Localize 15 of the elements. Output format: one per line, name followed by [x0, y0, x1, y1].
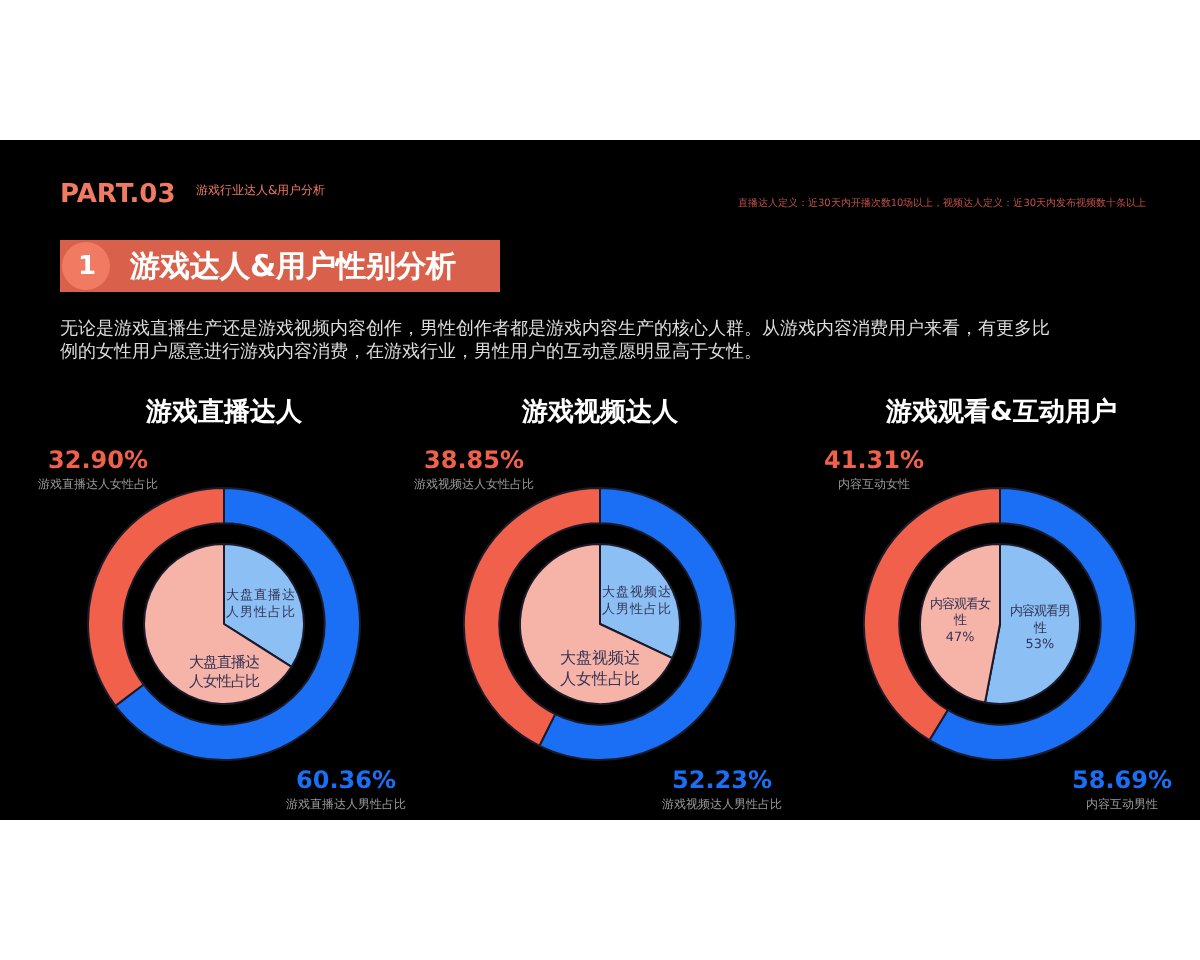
- data-label: 60.36%: [296, 766, 396, 794]
- chart-title: 游戏视频达人: [520, 396, 680, 428]
- data-label: 38.85%: [424, 446, 524, 474]
- data-label: 52.23%: [672, 766, 772, 794]
- data-label: 32.90%: [48, 446, 148, 474]
- data-label: 58.69%: [1072, 766, 1172, 794]
- data-label: 41.31%: [824, 446, 924, 474]
- text: 游戏达人&用户性别分析: [128, 248, 457, 284]
- text: 1: [78, 252, 97, 282]
- text: PART.03: [60, 180, 176, 210]
- data-label: 大盘直播达人女性占比: [189, 653, 259, 691]
- data-label: 大盘视频达人女性占比: [560, 649, 640, 688]
- chart-title: 游戏直播达人: [144, 398, 304, 428]
- text: 无论是游戏直播生产还是游戏视频内容创作，男性创作者都是游戏内容生产的核心人群。从游戏内容消费用户来看，有更多比例的女性用户愿意进行游戏内容消费，在游戏行业，男性用户的互动意愿明显高于女性。: [60, 318, 1050, 364]
- chart-title: 游戏观看&互动用户: [884, 396, 1117, 428]
